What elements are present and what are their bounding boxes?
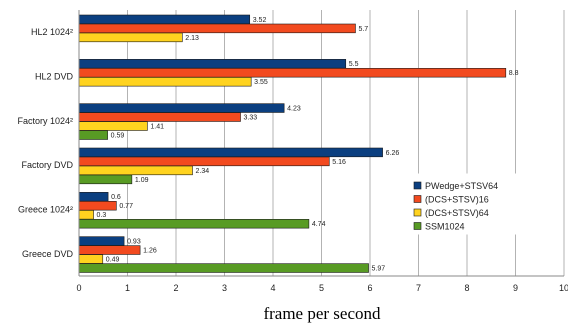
data-label: 3.33 <box>244 115 258 122</box>
bar-2-3 <box>78 77 252 87</box>
data-label: 4.74 <box>312 221 326 228</box>
x-tick-label: 5 <box>319 283 324 293</box>
category-label: HL2 1024² <box>31 27 73 37</box>
data-label: 2.34 <box>195 168 209 175</box>
data-label: 4.23 <box>287 106 301 113</box>
bar-2-1 <box>78 59 347 69</box>
bar-3-2 <box>78 112 241 122</box>
data-label: 3.55 <box>254 79 268 86</box>
bar-4-3 <box>78 165 193 176</box>
x-tick-label: 3 <box>222 283 227 293</box>
bar-6-3 <box>78 254 104 264</box>
legend-swatch <box>413 181 422 190</box>
data-label: 8.8 <box>509 70 519 77</box>
category-label: Factory 1024² <box>17 116 73 126</box>
bar-5-4 <box>78 219 310 229</box>
bar-6-4 <box>78 263 369 273</box>
bar-1-2 <box>78 23 356 34</box>
data-label: 2.13 <box>185 35 199 42</box>
bar-5-3 <box>78 210 94 220</box>
axes: 0 1 2 3 4 5 6 7 8 9 10 HL2 1024² HL2 DVD Factory 1024… <box>17 10 568 293</box>
x-tick-label: 7 <box>416 283 421 293</box>
bars <box>78 14 507 273</box>
bar-1-1 <box>78 14 251 25</box>
bar-5-1 <box>78 192 109 202</box>
x-tick-label: 9 <box>513 283 518 293</box>
data-labels: 3.52 5.7 2.13 5.5 8.8 3.55 4.23 3.33 1.41 0.59 6.2… <box>97 17 519 273</box>
bar-6-1 <box>78 236 125 246</box>
data-label: 5.5 <box>349 61 359 68</box>
bar-4-2 <box>78 156 330 167</box>
data-label: 6.26 <box>386 150 400 157</box>
data-label: 0.6 <box>111 194 121 201</box>
data-label: 0.49 <box>106 257 120 264</box>
gridlines <box>78 10 565 276</box>
x-tick-label: 4 <box>270 283 275 293</box>
data-label: 1.09 <box>135 177 149 184</box>
data-label: 0.93 <box>127 239 141 246</box>
x-tick-label: 0 <box>76 283 81 293</box>
bar-3-1 <box>78 103 285 113</box>
x-tick-label: 8 <box>464 283 469 293</box>
legend-swatch <box>413 208 422 217</box>
legend-label: (DCS+STSV)64 <box>425 208 489 218</box>
bar-1-3 <box>78 32 183 43</box>
data-label: 5.97 <box>372 266 386 273</box>
x-axis-title: frame per second <box>263 304 381 323</box>
data-label: 3.52 <box>253 17 267 24</box>
legend-swatch <box>413 222 422 230</box>
legend-swatch <box>413 195 422 203</box>
category-label: Greece DVD <box>22 249 74 259</box>
legend-label: SSM1024 <box>425 222 465 232</box>
data-label: 5.16 <box>332 159 346 166</box>
x-tick-label: 6 <box>367 283 372 293</box>
category-label: HL2 DVD <box>35 72 74 82</box>
bar-3-4 <box>78 130 108 140</box>
bar-4-4 <box>78 174 133 185</box>
data-label: 1.26 <box>143 248 157 255</box>
category-label: Factory DVD <box>21 160 73 170</box>
data-label: 5.7 <box>358 26 368 33</box>
legend-box <box>409 173 553 235</box>
legend-label: PWedge+STSV64 <box>425 181 498 191</box>
x-tick-label: 2 <box>173 283 178 293</box>
x-tick-label: 1 <box>125 283 130 293</box>
data-label: 1.41 <box>150 124 164 131</box>
category-label: Greece 1024² <box>18 205 73 215</box>
data-label: 0.3 <box>97 212 107 219</box>
legend-label: (DCS+STSV)16 <box>425 195 489 205</box>
bar-6-2 <box>78 245 141 255</box>
bar-5-2 <box>78 201 117 211</box>
legend: PWedge+STSV64 (DCS+STSV)16 (DCS+STSV)64 SSM… <box>409 173 553 235</box>
x-tick-label: 10 <box>559 283 568 293</box>
bar-4-1 <box>78 147 383 158</box>
data-label: 0.77 <box>119 203 133 210</box>
data-label: 0.59 <box>111 133 125 140</box>
bar-2-2 <box>78 68 507 78</box>
bar-3-3 <box>78 121 148 131</box>
